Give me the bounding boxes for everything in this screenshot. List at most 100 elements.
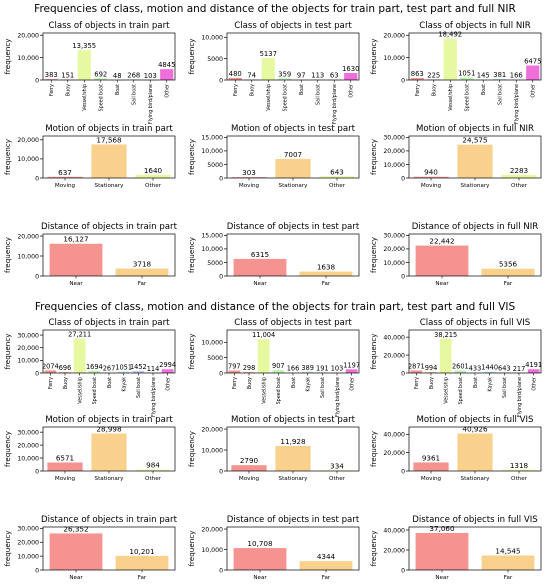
bar [49, 533, 103, 570]
bar-value-label: 151 [61, 72, 74, 80]
x-tick-label: Stationary [461, 476, 491, 482]
panel-title: Distance of objects in train part [41, 515, 178, 525]
bar-value-label: 1640 [144, 166, 163, 175]
panels-group: Class of objects in train part frequency 0… [3, 21, 542, 581]
bar-value-label: 1318 [510, 461, 529, 470]
bar [228, 77, 242, 80]
bar [132, 371, 145, 373]
bar-value-label: 114 [147, 365, 160, 373]
axes-frame [226, 233, 360, 277]
bar-value-label: 17,568 [96, 135, 122, 144]
panel-title: Class of objects in train part [49, 21, 171, 31]
bar [526, 65, 540, 80]
x-tick-label: Ferry [233, 84, 239, 96]
bar [483, 371, 496, 373]
x-tick-label: Flying bird/plane [151, 377, 157, 417]
x-tick-label: Near [253, 281, 267, 287]
panel-title: Motion of objects in test part [231, 415, 356, 425]
x-tick-label: Speed boat [99, 84, 105, 111]
y-axis-label: frequency [187, 38, 196, 75]
chart-panel: Motion of objects in full NIR frequency 0 1… [369, 124, 542, 189]
bar [44, 79, 58, 80]
bar-value-label: 103 [331, 365, 344, 373]
bar-value-label: 7007 [284, 150, 302, 159]
x-tick-label: Sail boat [316, 84, 322, 105]
bar-value-label: 4845 [158, 61, 175, 69]
bar-value-label: 28,998 [96, 424, 122, 433]
bar [501, 174, 537, 178]
bar-value-label: 1051 [458, 70, 475, 78]
x-tick-label: Speed boat [458, 377, 464, 404]
bar-value-label: 74 [247, 72, 256, 80]
chart-panel: Class of objects in train part frequency 0… [3, 318, 176, 417]
x-tick-label: Flying bird/plane [517, 377, 523, 417]
bar-value-label: 1452 [130, 363, 147, 371]
bar-value-label: 907 [272, 362, 285, 370]
y-axis-label: frequency [3, 38, 12, 75]
x-tick-label: Buoy [247, 377, 253, 389]
panel-title: Distance of objects in train part [41, 222, 178, 232]
x-tick-label: Speed boat [92, 377, 98, 404]
bar [454, 370, 467, 373]
y-axis-label: frequency [3, 236, 12, 273]
bar-value-label: 359 [278, 70, 291, 78]
y-axis-label: frequency [187, 430, 196, 467]
bar-value-label: 11,928 [280, 437, 306, 446]
bar [228, 370, 241, 373]
x-tick-label: Other [145, 183, 162, 189]
bar [135, 174, 171, 178]
y-tick-label: 30,000 [383, 233, 405, 240]
axes-frame [42, 135, 176, 179]
bar [415, 532, 469, 570]
bar [415, 245, 469, 276]
x-tick-label: Other [145, 476, 162, 482]
bar-value-label: 797 [228, 363, 241, 371]
x-tick-label: Far [322, 281, 331, 287]
bar-value-label: 433 [469, 365, 482, 373]
y-tick-label: 0 [219, 567, 223, 574]
axes-frame [42, 426, 176, 472]
x-tick-label: Buoy [66, 84, 72, 96]
bar-value-label: 48 [113, 72, 122, 80]
chart-panel: Class of objects in full NIR frequency 0 10… [369, 21, 541, 124]
bar-value-label: 4344 [317, 552, 336, 561]
bar [257, 339, 270, 373]
chart-panel: Motion of objects in test part frequency 0… [187, 124, 360, 189]
axes-frame [42, 329, 176, 374]
bar [439, 338, 452, 373]
bar-value-label: 9361 [422, 453, 440, 462]
y-tick-label: 0 [35, 567, 39, 574]
x-tick-label: Vessel/ship [77, 377, 83, 404]
x-tick-label: Vessel/ship [443, 377, 449, 404]
bar [91, 433, 127, 471]
bar [59, 372, 71, 373]
x-tick-label: Other [349, 377, 355, 391]
bar-value-label: 1638 [317, 263, 336, 272]
chart-panel: Distance of objects in train part frequen… [3, 222, 178, 287]
y-axis-label: frequency [187, 236, 196, 273]
x-tick-label: Other [531, 377, 537, 391]
bar-value-label: 1694 [86, 363, 103, 371]
bar [410, 370, 423, 373]
x-tick-label: Stationary [461, 183, 491, 189]
bar [275, 159, 311, 178]
chart-panel: Class of objects in test part frequency 0 5… [187, 21, 359, 124]
panel-title: Distance of objects in test part [227, 222, 360, 232]
x-tick-label: Vessel/ship [266, 84, 272, 111]
y-tick-label: 0 [401, 370, 405, 377]
panel-title: Motion of objects in train part [45, 124, 173, 134]
bar-value-label: 6475 [524, 58, 541, 66]
x-tick-label: Boat [291, 377, 297, 388]
bar-value-label: 27,211 [68, 331, 91, 339]
panel-title: Motion of objects in full VIS [417, 415, 534, 425]
x-tick-label: Other [165, 377, 171, 391]
y-tick-label: 20,000 [383, 148, 405, 155]
bar-value-label: 22,442 [429, 237, 454, 246]
bar [413, 176, 449, 178]
y-tick-label: 15,000 [201, 233, 223, 240]
bar [115, 268, 169, 276]
bar [457, 433, 493, 471]
bar [88, 370, 101, 373]
x-tick-label: Other [165, 84, 171, 98]
x-tick-label: Ferry [415, 84, 421, 96]
